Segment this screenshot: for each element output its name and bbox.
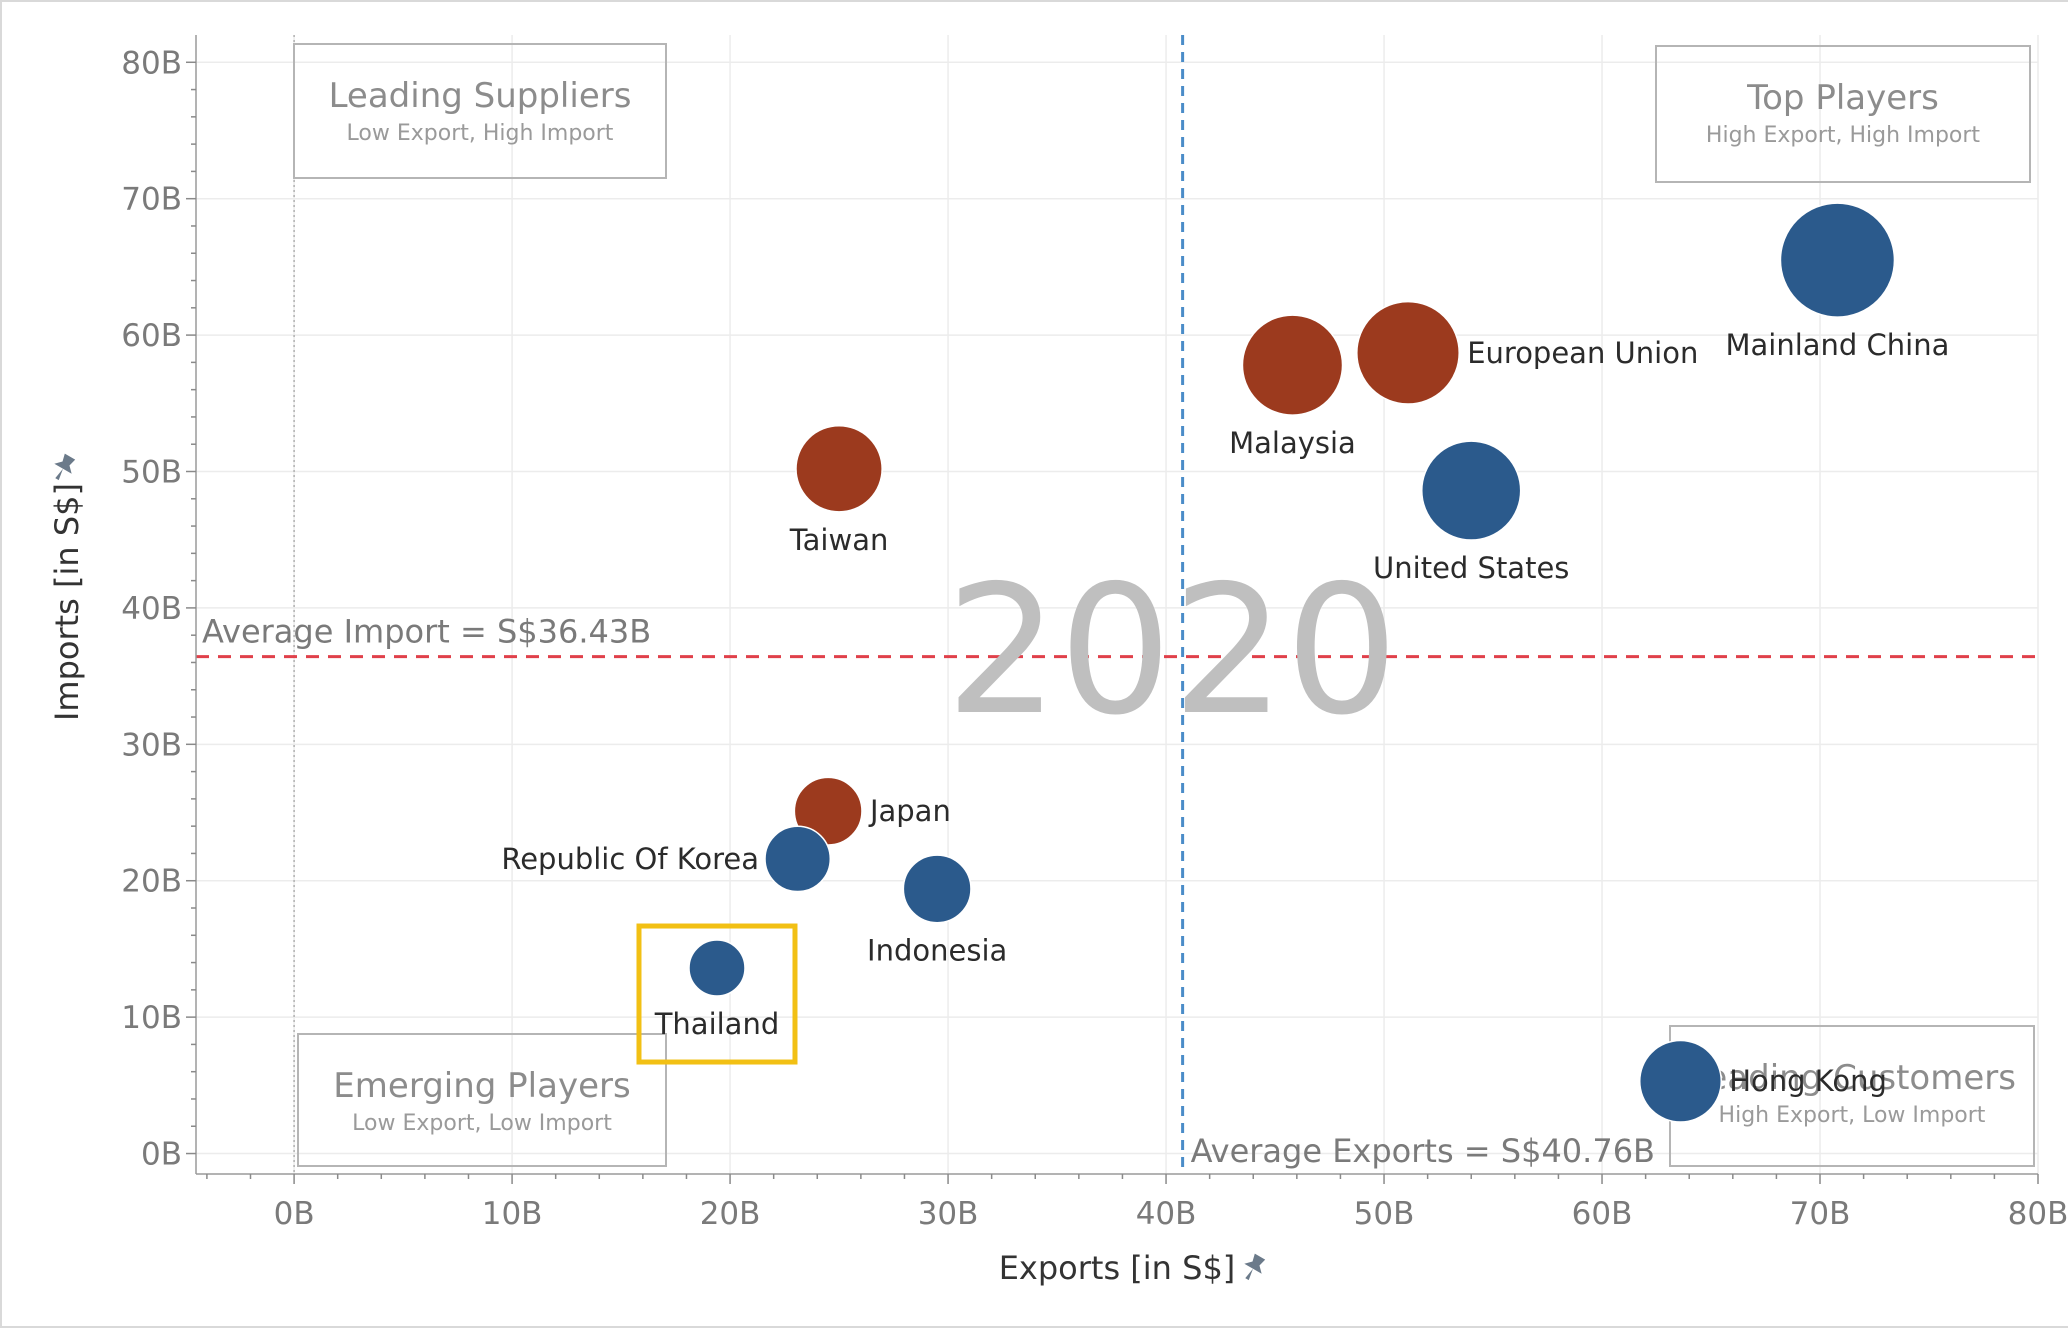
quadrant-subtitle: High Export, Low Import — [1719, 1103, 1986, 1128]
point-malaysia[interactable] — [1241, 314, 1344, 416]
x-tick-label: 10B — [482, 1196, 543, 1232]
x-tick-label: 70B — [1790, 1196, 1851, 1232]
point-indonesia[interactable] — [902, 854, 972, 924]
y-tick-label: 60B — [121, 318, 182, 354]
x-tick-label: 40B — [1136, 1196, 1197, 1232]
data-points — [688, 202, 1896, 1123]
x-tick-label: 80B — [2008, 1196, 2068, 1232]
quadrant-box-border — [293, 43, 667, 179]
point-hong-kong[interactable] — [1638, 1039, 1723, 1123]
highlight-box — [636, 923, 798, 1065]
point-european-union[interactable] — [1356, 300, 1460, 405]
quadrant-box-border — [1655, 45, 2031, 183]
point-label-taiwan: Taiwan — [789, 523, 889, 557]
average-import-label: Average Import = S$36.43B — [202, 613, 651, 651]
quadrant-box-top-left: Leading Suppliers Low Export, High Import — [293, 43, 667, 179]
y-tick-label: 80B — [121, 45, 182, 81]
point-label-european-union: European Union — [1467, 336, 1698, 370]
quadrant-title: Top Players — [1746, 78, 1939, 118]
point-label-indonesia: Indonesia — [867, 934, 1007, 968]
quadrant-box-border — [297, 1033, 667, 1167]
reference-lines: Average Import = S$36.43B Average Exports… — [196, 35, 2038, 1174]
quadrant-box-bottom-left: Emerging Players Low Export, Low Import — [297, 1033, 667, 1167]
quadrant-labels: Leading Suppliers Low Export, High Import… — [293, 43, 2035, 1167]
x-tick-label: 30B — [918, 1196, 979, 1232]
y-tick-label: 50B — [121, 455, 182, 491]
point-labels: Mainland China European Union Malaysia Unit… — [501, 328, 1949, 1098]
y-axis-pin-icon[interactable] — [48, 452, 78, 485]
point-label-republic-of-korea: Republic Of Korea — [501, 842, 759, 876]
point-japan[interactable] — [793, 776, 863, 846]
point-mainland-china[interactable] — [1779, 202, 1896, 318]
quadrant-title: Leading Suppliers — [329, 76, 632, 116]
point-label-malaysia: Malaysia — [1229, 426, 1356, 460]
point-label-japan: Japan — [868, 794, 951, 828]
y-tick-label: 40B — [121, 591, 182, 627]
y-tick-label: 30B — [121, 727, 182, 763]
y-tick-label: 0B — [141, 1137, 182, 1173]
y-axis-title: Imports [in S$] — [48, 483, 86, 721]
point-label-hong-kong: Hong Kong — [1729, 1064, 1887, 1098]
quadrant-title: Leading Customers — [1688, 1058, 2016, 1098]
grid-layer — [196, 35, 2039, 1174]
quadrant-title: Emerging Players — [333, 1066, 630, 1106]
y-tick-label: 10B — [121, 1000, 182, 1036]
quadrant-subtitle: Low Export, Low Import — [352, 1111, 612, 1136]
x-tick-label: 60B — [1572, 1196, 1633, 1232]
point-republic-of-korea[interactable] — [764, 825, 832, 893]
point-label-united-states: United States — [1373, 551, 1569, 585]
year-watermark: 2020 — [946, 547, 1399, 754]
y-tick-label: 20B — [121, 864, 182, 900]
point-thailand[interactable] — [688, 939, 746, 997]
quadrant-subtitle: High Export, High Import — [1706, 123, 1981, 148]
x-axis-pin-icon[interactable] — [1238, 1252, 1268, 1285]
x-tick-label: 20B — [700, 1196, 761, 1232]
point-label-mainland-china: Mainland China — [1725, 328, 1949, 362]
quadrant-box-top-right: Top Players High Export, High Import — [1655, 45, 2031, 183]
x-axis-title: Exports [in S$] — [999, 1249, 1236, 1287]
point-taiwan[interactable] — [795, 424, 883, 513]
quadrant-subtitle: Low Export, High Import — [347, 121, 614, 146]
x-tick-label: 50B — [1354, 1196, 1415, 1232]
y-tick-label: 70B — [121, 182, 182, 218]
point-united-states[interactable] — [1421, 440, 1522, 541]
point-label-thailand: Thailand — [654, 1007, 780, 1041]
x-tick-label: 0B — [274, 1196, 315, 1232]
average-exports-label: Average Exports = S$40.76B — [1191, 1132, 1655, 1170]
axes: 0B 10B 20B 30B 40B 50B 60B 70B 80B 0B 10B 20B 30B 40B… — [121, 35, 2068, 1232]
